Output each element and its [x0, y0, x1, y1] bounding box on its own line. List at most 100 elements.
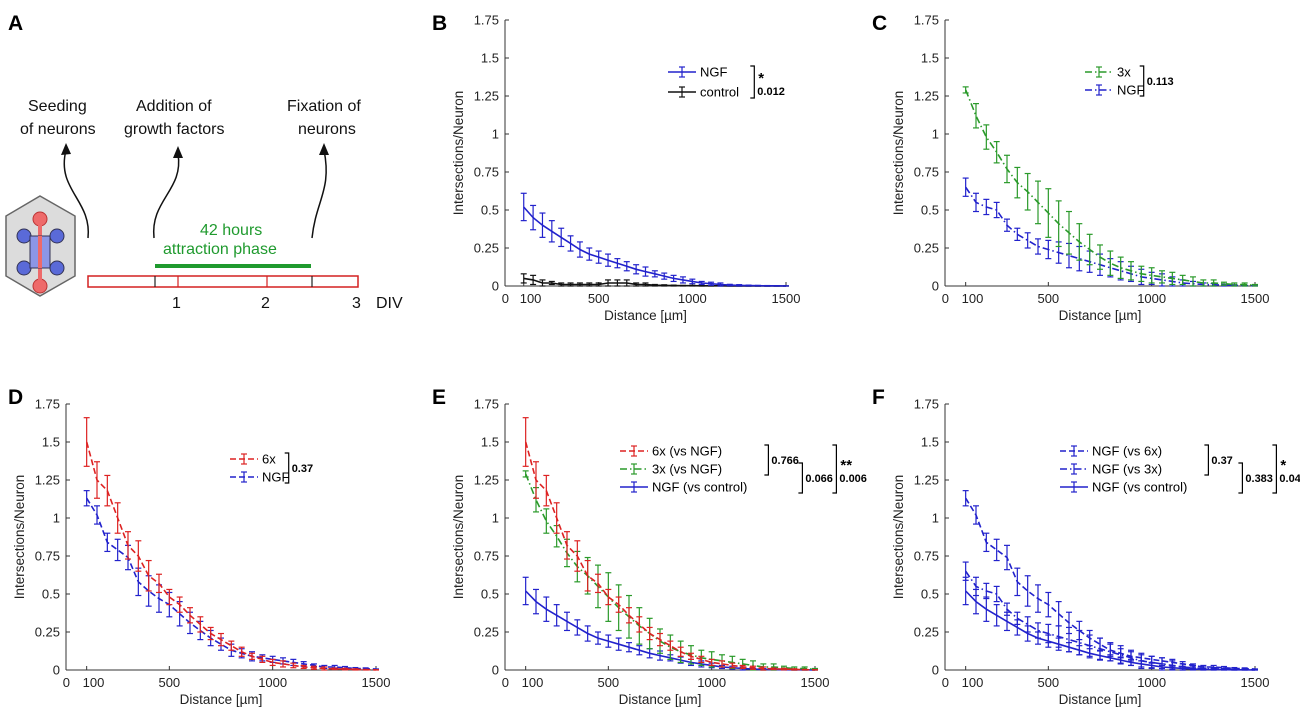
y-tick-label: 1.25 [914, 89, 939, 104]
arrowhead-fixation [319, 143, 329, 155]
y-tick-label: 1.75 [914, 397, 939, 412]
x-tick-label: 1000 [1137, 675, 1166, 690]
chart-panel-b: B 0 0.25 0.5 0.75 1 1.25 1.5 1.75 0 100 500 1000 1500… [432, 12, 800, 323]
timeline-tick-3: 3 [352, 295, 361, 312]
x-tick-label: 0 [502, 291, 509, 306]
y-tick-label: 1.25 [35, 473, 60, 488]
legend-label: NGF (vs 6x) [1092, 444, 1162, 459]
p-value: 0.113 [1147, 76, 1174, 88]
x-tick-label: 500 [588, 291, 610, 306]
legend: NGF (vs 6x) NGF (vs 3x) NGF (vs control) 0.… [1060, 444, 1300, 495]
y-axis-label: Intersections/Neuron [891, 475, 906, 600]
y-axis-label: Intersections/Neuron [891, 91, 906, 216]
legend: 6x (vs NGF) 3x (vs NGF) NGF (vs control) 0.… [620, 444, 867, 495]
legend-label: 3x (vs NGF) [652, 462, 722, 477]
event-addition-line2: growth factors [124, 121, 224, 138]
x-tick-label: 100 [83, 675, 105, 690]
arrow-fixation [311, 149, 327, 239]
y-tick-label: 0.75 [35, 549, 60, 564]
series-line [524, 441, 816, 671]
phase-label-line2: attraction phase [163, 241, 277, 258]
event-seeding-line2: of neurons [20, 121, 96, 138]
y-tick-label: 0.25 [474, 241, 499, 256]
significance-bracket [1139, 65, 1145, 97]
event-fixation-line2: neurons [298, 121, 356, 138]
event-fixation-line1: Fixation of [287, 98, 361, 115]
y-axis-label: Intersections/Neuron [451, 475, 466, 600]
y-tick-label: 1.25 [474, 89, 499, 104]
timeline-unit: DIV [376, 295, 403, 312]
p-value: 0.37 [1211, 455, 1232, 467]
y-tick-label: 1.75 [474, 13, 499, 28]
y-tick-label: 0.75 [474, 165, 499, 180]
x-axis-label: Distance [µm] [604, 308, 687, 323]
legend-label: 6x [262, 452, 276, 467]
y-tick-label: 1.5 [921, 435, 939, 450]
series-6x [83, 417, 379, 671]
significance-bracket [764, 444, 769, 476]
y-tick-label: 0.25 [35, 625, 60, 640]
x-tick-label: 0 [502, 675, 509, 690]
y-tick-label: 0.5 [481, 203, 499, 218]
microfluidic-chip-illustration [5, 195, 76, 297]
legend-label: control [700, 85, 739, 100]
series-line [85, 441, 377, 671]
y-tick-label: 1.25 [914, 473, 939, 488]
x-tick-label: 100 [962, 291, 984, 306]
series-ngf [520, 192, 789, 287]
x-tick-label: 100 [522, 675, 544, 690]
panel-letter-c: C [872, 12, 887, 35]
y-tick-label: 0.75 [474, 549, 499, 564]
series-3x [962, 86, 1258, 287]
y-axis-label: Intersections/Neuron [451, 91, 466, 216]
y-tick-label: 0.75 [914, 165, 939, 180]
x-tick-label: 0 [942, 291, 949, 306]
p-value: 0.012 [757, 86, 785, 98]
series-line [964, 89, 1256, 286]
y-tick-label: 1.25 [474, 473, 499, 488]
arrowhead-addition [173, 146, 183, 158]
legend-label: NGF [1117, 83, 1145, 98]
x-axis-label: Distance [µm] [1059, 308, 1142, 323]
p-value: 0.045 [1279, 473, 1300, 485]
legend: NGF control *0.012 [668, 65, 785, 100]
significance-stars: ** [840, 457, 852, 474]
p-value: 0.066 [805, 473, 833, 485]
y-tick-label: 1 [53, 511, 60, 526]
y-tick-label: 0.5 [921, 203, 939, 218]
x-tick-label: 1500 [801, 675, 830, 690]
y-tick-label: 0.5 [481, 587, 499, 602]
x-axis-label: Distance [µm] [619, 692, 702, 707]
x-tick-label: 1500 [1241, 291, 1270, 306]
panel-letter-e: E [432, 386, 446, 409]
arrow-addition [153, 153, 180, 239]
y-tick-label: 1 [932, 127, 939, 142]
significance-bracket [1272, 444, 1277, 494]
series-6x-vs-ngf- [522, 417, 818, 671]
y-tick-label: 0 [53, 663, 60, 678]
y-tick-label: 0.5 [921, 587, 939, 602]
y-tick-label: 1.75 [35, 397, 60, 412]
series-line [524, 473, 816, 670]
legend-label: 3x [1117, 65, 1131, 80]
significance-bracket [750, 65, 755, 99]
significance-bracket [798, 462, 803, 494]
y-tick-label: 0.25 [914, 241, 939, 256]
panel-letter-a: A [8, 12, 23, 35]
y-tick-label: 1 [932, 511, 939, 526]
significance-stars: * [1280, 457, 1286, 474]
x-tick-label: 1000 [678, 291, 707, 306]
chart-panel-d: D 0 0.25 0.5 0.75 1 1.25 1.5 1.75 0 100 500 1000 1500… [8, 386, 390, 707]
panel-a-timeline: A Seeding of neurons Addition of growth … [5, 12, 403, 312]
legend-label: 6x (vs NGF) [652, 444, 722, 459]
x-tick-label: 500 [1037, 675, 1059, 690]
x-tick-label: 1500 [362, 675, 391, 690]
y-tick-label: 1.5 [921, 51, 939, 66]
arrowhead-seeding [61, 143, 71, 155]
y-tick-label: 0 [932, 279, 939, 294]
x-tick-label: 1500 [1241, 675, 1270, 690]
panel-letter-f: F [872, 386, 885, 409]
x-tick-label: 0 [942, 675, 949, 690]
